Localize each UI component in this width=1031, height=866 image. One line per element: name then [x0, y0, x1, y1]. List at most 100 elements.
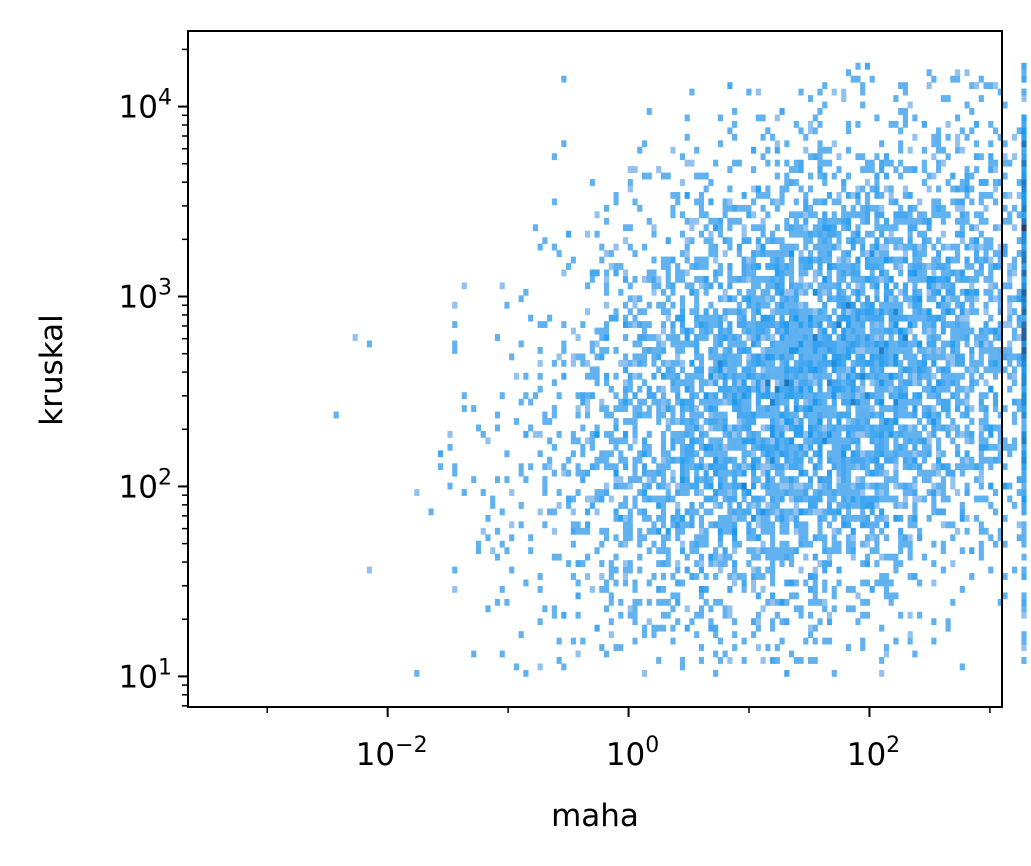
histogram-cell — [907, 637, 913, 645]
histogram-cell — [926, 172, 932, 180]
histogram-cell — [1021, 424, 1027, 432]
histogram-cell — [893, 398, 899, 406]
histogram-cell — [855, 256, 861, 264]
histogram-cell — [736, 469, 742, 477]
histogram-cell — [708, 237, 714, 245]
histogram-cell — [845, 69, 852, 77]
histogram-cell — [817, 198, 823, 206]
histogram-cell — [575, 592, 581, 600]
histogram-cell — [784, 476, 790, 484]
histogram-cell — [660, 437, 667, 445]
histogram-cell — [955, 204, 961, 212]
histogram-cell — [684, 243, 690, 251]
histogram-cell — [727, 437, 733, 445]
histogram-cell — [969, 573, 975, 580]
histogram-cell — [869, 314, 875, 322]
histogram-cell — [665, 405, 671, 412]
histogram-cell — [755, 456, 761, 464]
histogram-cell — [855, 489, 861, 496]
histogram-cell — [883, 379, 889, 387]
histogram-cell — [594, 430, 600, 438]
histogram-cell — [736, 288, 742, 296]
histogram-cell — [537, 508, 543, 516]
histogram-cell — [798, 489, 804, 496]
histogram-cell — [803, 301, 809, 309]
histogram-cell — [594, 327, 600, 335]
histogram-cell — [850, 288, 856, 296]
histogram-cell — [964, 314, 970, 322]
histogram-cell — [874, 424, 880, 432]
histogram-cell — [874, 514, 880, 522]
histogram-cell — [826, 392, 833, 400]
histogram-cell — [845, 334, 852, 341]
histogram-cell — [717, 372, 723, 380]
histogram-cell — [641, 321, 648, 329]
histogram-cell — [727, 495, 733, 503]
histogram-cell — [751, 631, 757, 639]
histogram-cell — [504, 450, 510, 458]
histogram-cell — [888, 424, 894, 432]
histogram-cell — [907, 211, 913, 219]
histogram-cell — [955, 463, 961, 471]
histogram-cell — [613, 443, 619, 451]
histogram-cell — [784, 437, 790, 445]
histogram-cell — [855, 424, 861, 432]
histogram-cell — [784, 398, 790, 406]
histogram-cell — [722, 553, 728, 561]
histogram-cell — [708, 437, 714, 445]
histogram-cell — [751, 463, 757, 471]
histogram-cell — [751, 314, 757, 322]
histogram-cell — [717, 637, 723, 645]
histogram-cell — [836, 243, 842, 251]
histogram-cell — [679, 418, 686, 425]
histogram-cell — [333, 411, 339, 419]
histogram-cell — [708, 398, 714, 406]
histogram-cell — [902, 82, 908, 90]
histogram-cell — [926, 217, 932, 225]
histogram-cell — [660, 585, 667, 593]
histogram-cell — [751, 430, 757, 438]
histogram-cell — [670, 418, 676, 425]
histogram-cell — [770, 372, 776, 380]
histogram-cell — [613, 347, 619, 354]
histogram-cell — [717, 269, 723, 277]
histogram-cell — [793, 308, 799, 316]
histogram-cell — [893, 237, 899, 245]
histogram-cell — [684, 217, 690, 225]
histogram-cell — [893, 392, 899, 400]
histogram-cell — [679, 295, 686, 303]
histogram-cell — [452, 566, 458, 574]
histogram-cell — [717, 114, 723, 122]
histogram-cell — [855, 334, 861, 341]
histogram-cell — [1021, 269, 1027, 277]
histogram-cell — [798, 657, 804, 664]
histogram-cell — [860, 521, 866, 529]
histogram-cell — [921, 366, 927, 374]
histogram-cell — [955, 405, 961, 412]
histogram-cell — [879, 191, 885, 199]
histogram-cell — [945, 495, 951, 503]
histogram-cell — [784, 527, 790, 535]
histogram-cell — [969, 456, 975, 464]
histogram-cell — [869, 75, 875, 83]
histogram-cell — [618, 456, 624, 464]
histogram-cell — [784, 140, 790, 148]
histogram-cell — [660, 347, 667, 354]
histogram-cell — [670, 469, 676, 477]
histogram-cell — [632, 579, 638, 587]
histogram-cell — [817, 418, 823, 425]
histogram-cell — [850, 75, 856, 83]
histogram-cell — [936, 127, 942, 135]
histogram-cell — [798, 540, 804, 548]
histogram-cell — [736, 424, 742, 432]
histogram-cell — [798, 347, 804, 354]
histogram-cell — [698, 198, 705, 206]
histogram-cell — [774, 327, 780, 335]
histogram-cell — [845, 476, 852, 484]
histogram-cell — [1021, 443, 1027, 451]
histogram-cell — [684, 469, 690, 477]
histogram-cell — [926, 469, 932, 477]
histogram-cell — [651, 256, 657, 264]
histogram-cell — [950, 321, 956, 329]
histogram-cell — [917, 275, 923, 283]
